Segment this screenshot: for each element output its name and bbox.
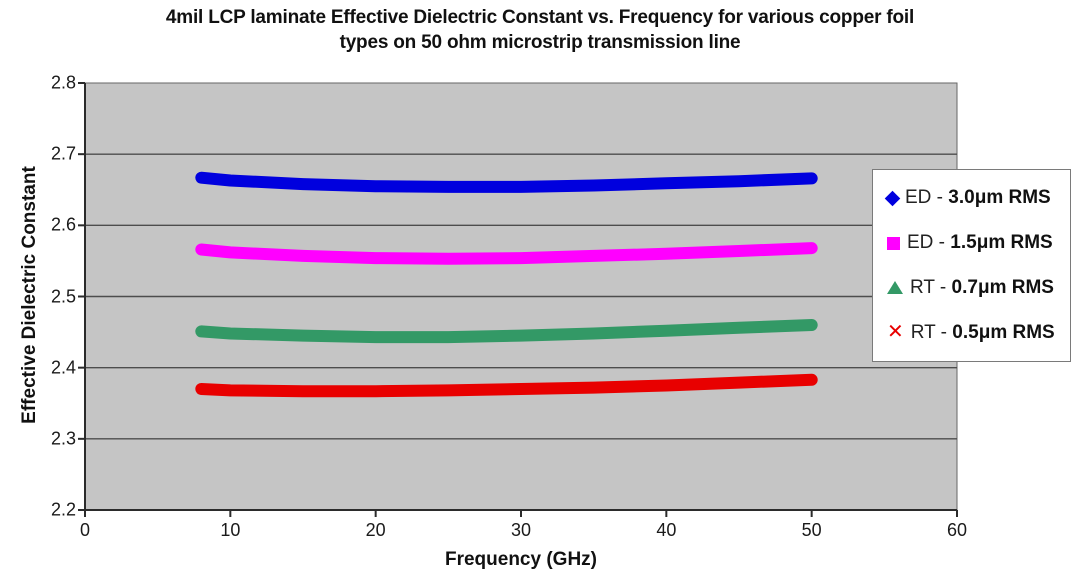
x-tick-label: 20 bbox=[365, 520, 386, 540]
legend-label: RT - 0.5μm RMS bbox=[910, 321, 1055, 343]
gridlines bbox=[85, 153, 957, 440]
chart-title-line1: 4mil LCP laminate Effective Dielectric C… bbox=[165, 7, 915, 28]
diamond-marker-icon bbox=[884, 190, 901, 207]
legend-item-rt-0.5um: ✕ RT - 0.5μm RMS bbox=[887, 322, 1070, 344]
chart-legend: ED - 3.0μm RMS ED - 1.5μm RMS RT - 0.7μm… bbox=[872, 169, 1071, 362]
legend-label: ED - 1.5μm RMS bbox=[907, 232, 1053, 254]
chart-title: 4mil LCP laminate Effective Dielectric C… bbox=[0, 5, 1080, 55]
y-tick-label: 2.5 bbox=[50, 286, 76, 306]
data-series-curves bbox=[195, 171, 818, 398]
y-tick-label: 2.2 bbox=[50, 499, 76, 520]
y-tick-label: 2.7 bbox=[50, 143, 76, 164]
x-tick-label: 30 bbox=[510, 520, 532, 540]
x-tick-label: 10 bbox=[220, 520, 241, 540]
x-axis-title: Frequency (GHz) bbox=[444, 549, 598, 570]
series-line bbox=[195, 242, 818, 265]
y-tick-label: 2.6 bbox=[50, 214, 76, 235]
series-line bbox=[195, 171, 818, 193]
x-tick-label: 50 bbox=[801, 520, 822, 540]
chart-title-line2: types on 50 ohm microstrip transmission … bbox=[339, 32, 741, 53]
y-tick-label: 2.8 bbox=[50, 72, 76, 93]
axis-tick-marks bbox=[78, 82, 958, 517]
y-tick-label: 2.4 bbox=[50, 357, 76, 378]
x-tick-label: 60 bbox=[946, 520, 968, 540]
legend-item-ed-3.0um: ED - 3.0μm RMS bbox=[884, 187, 1070, 209]
x-tick-label: 40 bbox=[656, 520, 677, 540]
legend-label: ED - 3.0μm RMS bbox=[905, 187, 1051, 209]
legend-item-rt-0.7um: RT - 0.7μm RMS bbox=[887, 277, 1070, 299]
square-marker-icon bbox=[887, 236, 900, 250]
y-tick-label: 2.3 bbox=[50, 428, 76, 449]
x-marker-icon: ✕ bbox=[887, 321, 904, 344]
series-line bbox=[195, 319, 818, 344]
series-line bbox=[195, 373, 818, 398]
legend-item-ed-1.5um: ED - 1.5μm RMS bbox=[887, 232, 1070, 254]
x-tick-label: 0 bbox=[79, 520, 91, 540]
triangle-marker-icon bbox=[887, 281, 903, 295]
legend-label: RT - 0.7μm RMS bbox=[910, 276, 1054, 298]
